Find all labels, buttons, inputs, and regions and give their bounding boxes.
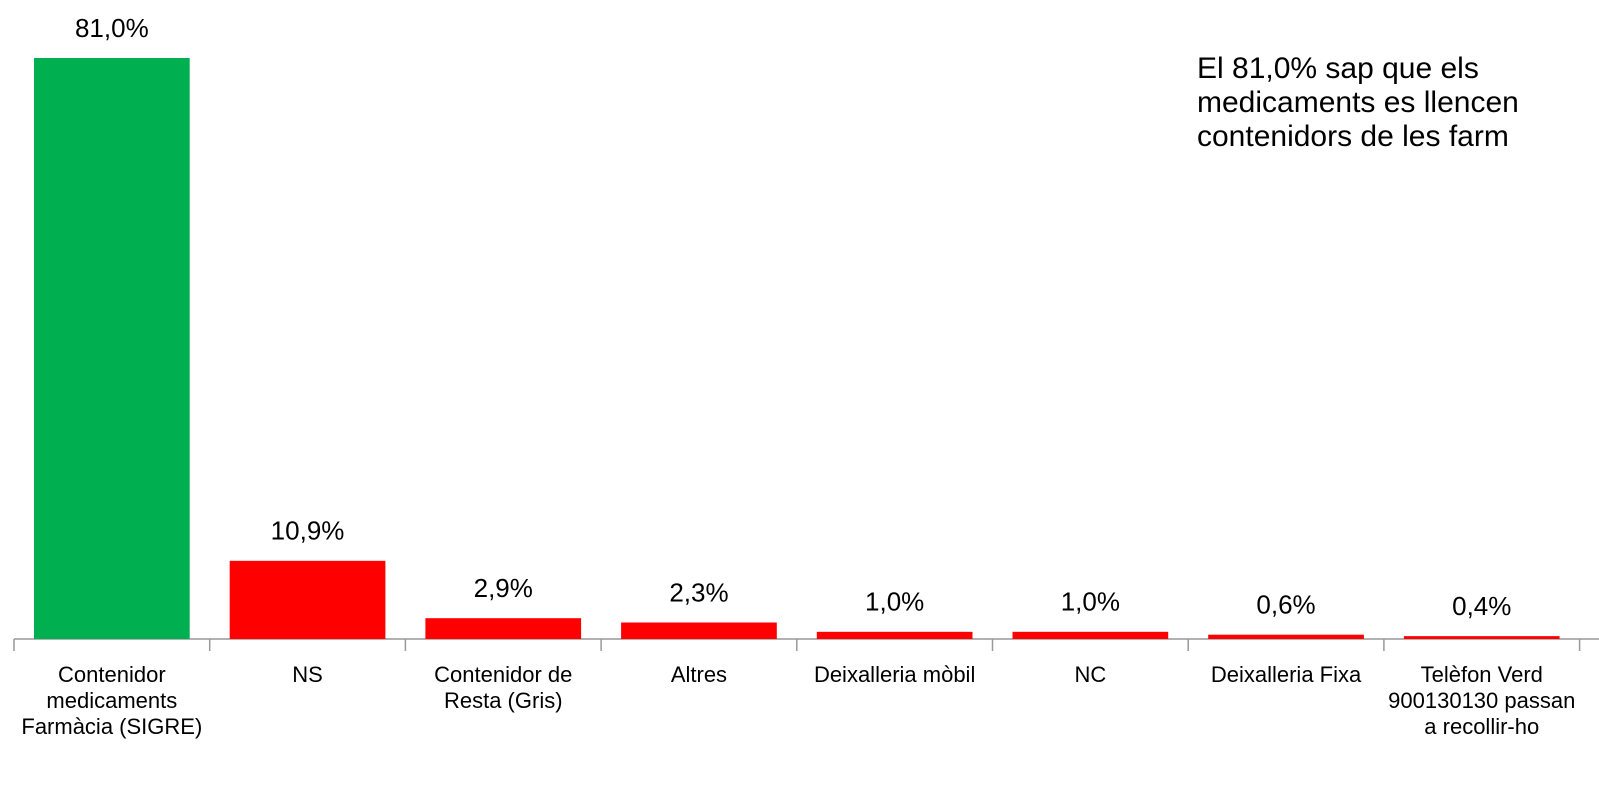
annotation: El 81,0% sap que els	[1197, 52, 1479, 85]
bar	[1403, 636, 1560, 639]
bar	[229, 560, 386, 639]
bar	[816, 631, 973, 639]
data-label: 1,0%	[1061, 587, 1120, 617]
x-tick-label: NS	[292, 662, 323, 687]
data-label: 1,0%	[865, 587, 924, 617]
data-label: 81,0%	[75, 13, 149, 43]
x-tick-label: Deixalleria Fixa	[1210, 662, 1362, 687]
data-label: 2,3%	[669, 577, 728, 607]
data-label: 0,6%	[1256, 590, 1315, 620]
bar	[425, 618, 582, 639]
bar	[1208, 634, 1364, 639]
x-tick-label: Contenidor medicaments Farmàcia (SIGRE)	[21, 662, 203, 739]
data-label: 2,9%	[474, 573, 533, 603]
x-tick-label: Telèfon Verd 900130130 passan a recollir…	[1388, 662, 1576, 739]
bar	[621, 622, 777, 639]
annotation: medicaments es llencen	[1197, 86, 1519, 119]
data-label: 0,4%	[1452, 591, 1511, 621]
x-tick-label: Altres	[670, 662, 728, 687]
x-tick-label: Deixalleria mòbil	[813, 662, 976, 687]
x-tick-label: NC	[1074, 662, 1107, 687]
annotation: contenidors de les farm	[1197, 120, 1509, 153]
bar	[1012, 631, 1169, 639]
x-tick-label: Contenidor de Resta (Gris)	[434, 662, 573, 713]
bar	[34, 58, 190, 639]
data-label: 10,9%	[271, 516, 345, 546]
